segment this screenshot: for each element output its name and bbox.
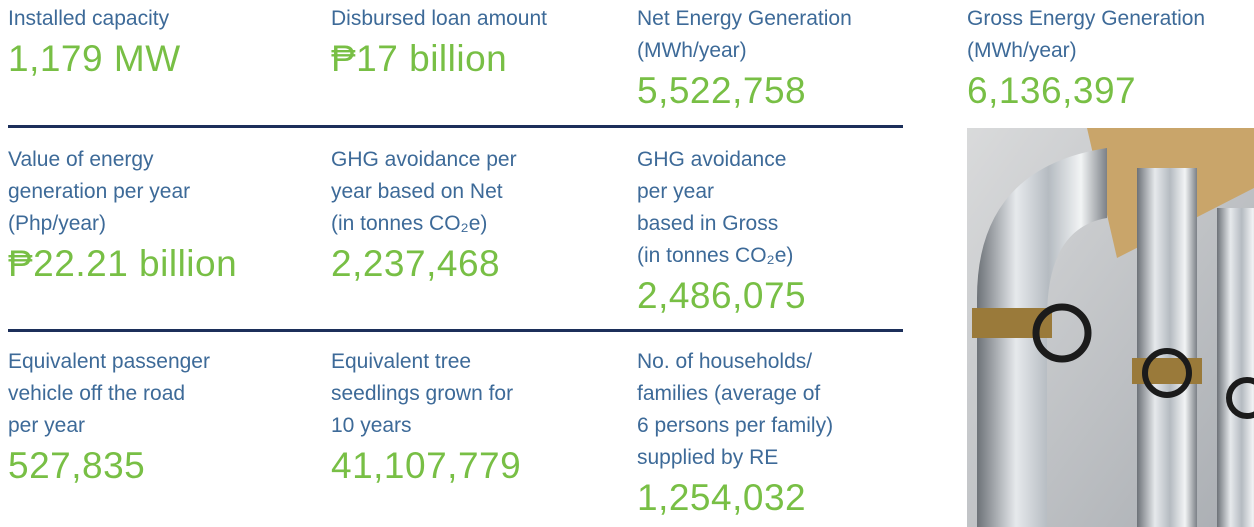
stat-label: seedlings grown for [331,378,513,410]
stat-label: Value of energy [8,144,154,176]
stat-label: supplied by RE [637,442,778,474]
stat-label: generation per year [8,176,190,208]
divider [8,125,903,128]
stat-value: 2,486,075 [637,275,806,317]
stat-label: Equivalent tree [331,346,471,378]
stat-label: 6 persons per family) [637,410,833,442]
stat-label: Disbursed loan amount [331,3,547,35]
page: {"rows": [ [ {"label": ["Installed capac… [0,0,1254,527]
stat-label: (in tonnes CO₂e) [637,240,793,272]
stat-label: GHG avoidance [637,144,786,176]
stat-value: 527,835 [8,445,145,487]
stat-label: GHG avoidance per [331,144,517,176]
stat-label: Net Energy Generation [637,3,852,35]
stat-label: Equivalent passenger [8,346,210,378]
stat-value: 41,107,779 [331,445,521,487]
stat-label: (Php/year) [8,208,106,240]
stat-label: based in Gross [637,208,778,240]
stat-value: ₱22.21 billion [8,243,237,285]
stat-label: families (average of [637,378,820,410]
stat-value: 1,254,032 [637,477,806,519]
stat-label: per year [637,176,714,208]
stat-value: 2,237,468 [331,243,500,285]
stat-label: per year [8,410,85,442]
stat-label: (in tonnes CO₂e) [331,208,487,240]
stat-label: (MWh/year) [637,35,747,67]
divider [8,329,903,332]
stat-value: 1,179 MW [8,38,181,80]
stat-label: 10 years [331,410,412,442]
stat-value: 5,522,758 [637,70,806,112]
stat-label: Installed capacity [8,3,169,35]
stat-label: (MWh/year) [967,35,1077,67]
stat-label: Gross Energy Generation [967,3,1205,35]
stat-label: vehicle off the road [8,378,185,410]
stat-label: year based on Net [331,176,503,208]
stat-value: ₱17 billion [331,38,507,80]
stat-value: 6,136,397 [967,70,1136,112]
pipes-photo [967,128,1254,527]
stat-label: No. of households/ [637,346,812,378]
